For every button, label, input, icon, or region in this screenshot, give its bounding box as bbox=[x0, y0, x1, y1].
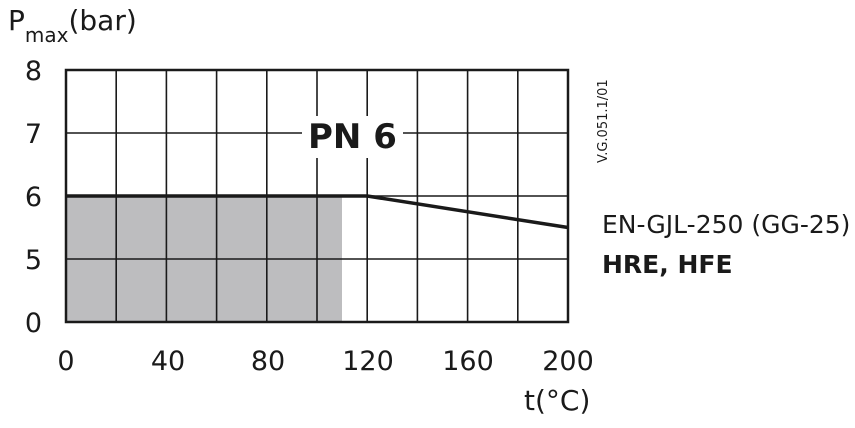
y-tick-7: 7 bbox=[25, 119, 42, 150]
y-tick-8: 8 bbox=[25, 56, 42, 87]
y-tick-5: 5 bbox=[25, 245, 42, 276]
x-tick-80: 80 bbox=[251, 346, 285, 377]
y-axis-label: Pmax(bar) bbox=[8, 4, 137, 47]
x-tick-0: 0 bbox=[57, 346, 74, 377]
model-label: HRE, HFE bbox=[602, 250, 733, 279]
x-tick-120: 120 bbox=[342, 346, 394, 377]
drawing-code: V.G.051.1/01 bbox=[596, 79, 611, 163]
material-label: EN-GJL-250 (GG-25) bbox=[602, 210, 851, 239]
y-axis-label-main: P bbox=[8, 4, 25, 37]
y-axis-label-subscript: max bbox=[24, 23, 69, 47]
y-tick-6: 6 bbox=[25, 182, 42, 213]
x-axis-label: t(°C) bbox=[524, 384, 591, 417]
x-tick-40: 40 bbox=[151, 346, 185, 377]
pressure-rating-annotation: PN 6 bbox=[302, 116, 403, 158]
x-tick-160: 160 bbox=[442, 346, 494, 377]
series-line-sloped bbox=[366, 194, 569, 230]
y-tick-0: 0 bbox=[25, 308, 42, 339]
y-axis-label-unit: (bar) bbox=[68, 4, 137, 37]
plot-frame bbox=[64, 68, 570, 324]
x-tick-200: 200 bbox=[542, 346, 594, 377]
